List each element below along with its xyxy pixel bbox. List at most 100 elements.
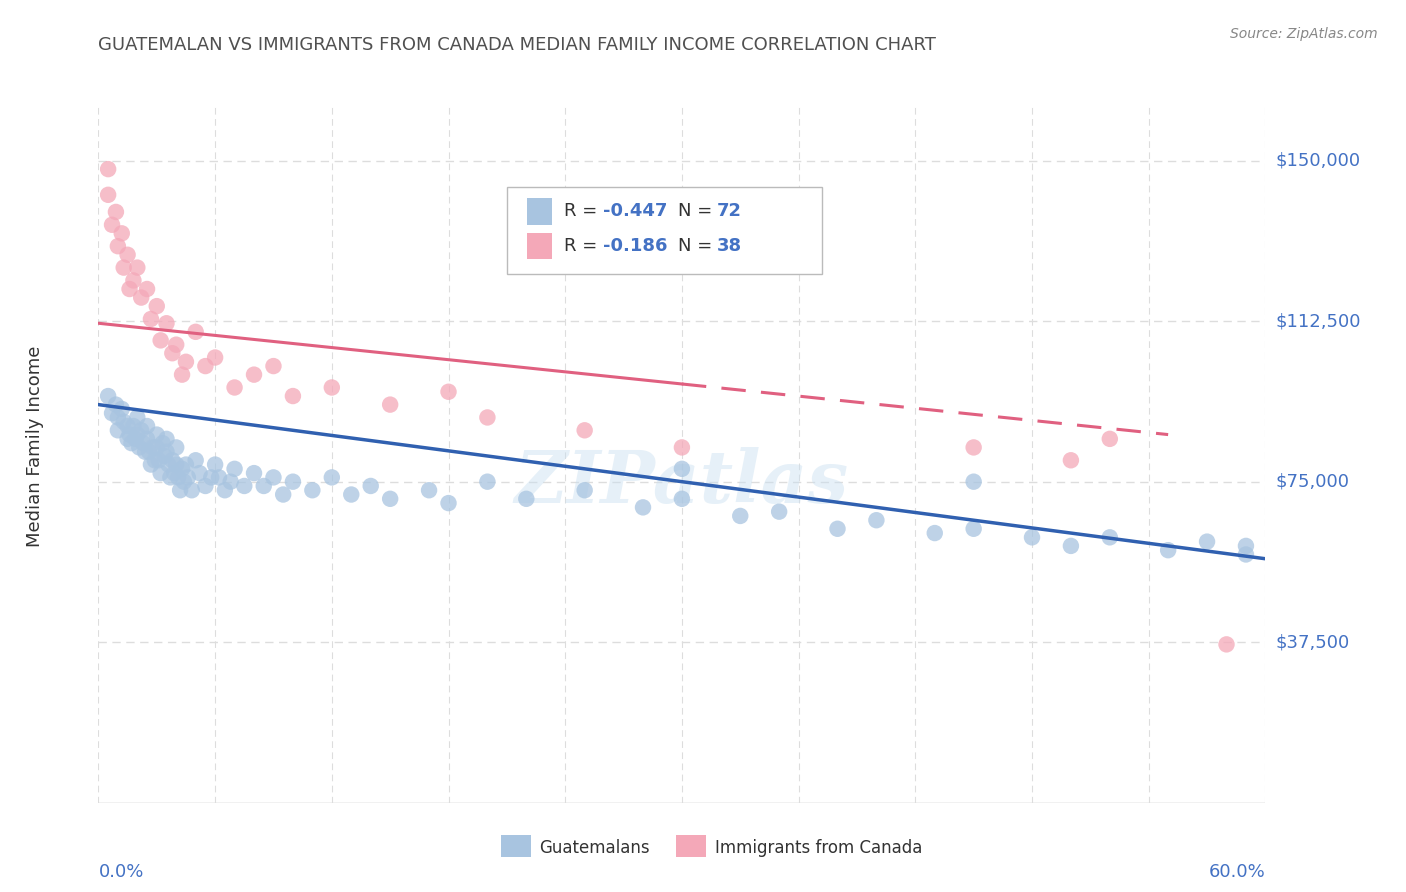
Point: [1234, 548, 1257, 562]
Point: [104, 205, 127, 219]
Point: [118, 282, 141, 296]
Point: [117, 419, 139, 434]
Point: [127, 260, 149, 275]
FancyBboxPatch shape: [506, 187, 823, 274]
Point: [155, 444, 177, 458]
Point: [101, 218, 124, 232]
Point: [162, 346, 184, 360]
Text: Immigrants from Canada: Immigrants from Canada: [714, 839, 922, 857]
Point: [128, 441, 150, 455]
Text: 38: 38: [717, 237, 742, 255]
Point: [139, 458, 162, 472]
Point: [253, 479, 276, 493]
Text: N =: N =: [679, 202, 718, 220]
Text: R =: R =: [564, 202, 603, 220]
Point: [111, 227, 134, 241]
Point: [152, 436, 174, 450]
Point: [117, 248, 139, 262]
Point: [121, 436, 143, 450]
Point: [477, 410, 499, 425]
Point: [243, 466, 266, 480]
Point: [204, 351, 226, 365]
Text: $150,000: $150,000: [1275, 152, 1360, 169]
Point: [142, 441, 165, 455]
Point: [170, 368, 193, 382]
Point: [155, 432, 177, 446]
Point: [165, 458, 187, 472]
Point: [155, 316, 177, 330]
Point: [301, 483, 323, 498]
Point: [143, 453, 166, 467]
Point: [148, 453, 170, 467]
Text: $112,500: $112,500: [1275, 312, 1361, 330]
Point: [208, 470, 231, 484]
Point: [437, 384, 460, 399]
Point: [129, 291, 152, 305]
Point: [962, 441, 984, 455]
Point: [1021, 530, 1043, 544]
Point: [262, 470, 284, 484]
Point: [117, 432, 139, 446]
Point: [200, 470, 222, 484]
Point: [219, 475, 242, 489]
Point: [671, 462, 693, 476]
Point: [321, 380, 343, 394]
Point: [924, 526, 946, 541]
Point: [1215, 637, 1237, 651]
Point: [671, 441, 693, 455]
Point: [631, 500, 654, 515]
Point: [97, 389, 120, 403]
FancyBboxPatch shape: [527, 233, 553, 260]
Point: [574, 483, 596, 498]
Point: [146, 299, 169, 313]
Point: [163, 466, 186, 480]
Point: [418, 483, 440, 498]
Point: [378, 398, 402, 412]
Point: [118, 427, 141, 442]
Point: [188, 466, 211, 480]
Point: [1234, 539, 1257, 553]
Point: [112, 260, 135, 275]
Point: [134, 444, 156, 458]
Point: [281, 475, 304, 489]
Point: [132, 436, 155, 450]
Point: [378, 491, 402, 506]
Point: [262, 359, 284, 373]
Point: [180, 483, 202, 498]
Point: [162, 453, 184, 467]
Point: [768, 505, 790, 519]
Point: [177, 470, 200, 484]
Point: [174, 458, 197, 472]
Point: [173, 475, 195, 489]
Point: [112, 415, 135, 429]
Text: $75,000: $75,000: [1275, 473, 1350, 491]
Point: [136, 282, 159, 296]
Point: [224, 380, 246, 394]
Point: [107, 423, 129, 437]
FancyBboxPatch shape: [527, 198, 553, 225]
Text: 0.0%: 0.0%: [98, 863, 143, 880]
Point: [157, 458, 180, 472]
Point: [1060, 539, 1083, 553]
Text: GUATEMALAN VS IMMIGRANTS FROM CANADA MEDIAN FAMILY INCOME CORRELATION CHART: GUATEMALAN VS IMMIGRANTS FROM CANADA MED…: [98, 36, 936, 54]
Point: [149, 466, 172, 480]
Point: [138, 444, 160, 458]
Point: [477, 475, 499, 489]
Point: [271, 487, 294, 501]
Point: [136, 419, 159, 434]
Point: [127, 427, 149, 442]
Point: [146, 441, 169, 455]
Point: [124, 432, 146, 446]
Text: Median Family Income: Median Family Income: [27, 345, 44, 547]
Text: $37,500: $37,500: [1275, 633, 1350, 651]
FancyBboxPatch shape: [676, 835, 706, 857]
Point: [1060, 453, 1083, 467]
Point: [1098, 530, 1121, 544]
Point: [170, 462, 193, 476]
Point: [574, 423, 596, 437]
Text: -0.186: -0.186: [603, 237, 666, 255]
Point: [243, 368, 266, 382]
Point: [101, 406, 124, 420]
Point: [149, 334, 172, 348]
Point: [146, 427, 169, 442]
